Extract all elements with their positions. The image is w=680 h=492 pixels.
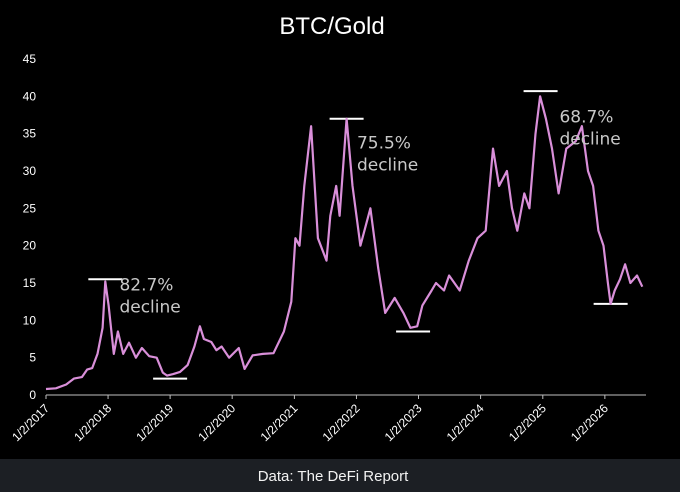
y-tick-label: 20 — [23, 239, 37, 253]
y-tick-label: 0 — [29, 388, 36, 402]
y-tick-label: 10 — [23, 313, 37, 327]
data-source-label: Data: The DeFi Report — [258, 468, 409, 485]
y-tick-label: 30 — [23, 164, 37, 178]
footer-bar — [0, 459, 680, 492]
series-line-btc-gold — [45, 95, 644, 391]
annotation-line: 82.7% — [119, 275, 173, 295]
y-tick-label: 35 — [23, 127, 37, 141]
chart-title: BTC/Gold — [279, 13, 384, 40]
y-tick-label: 45 — [23, 52, 37, 66]
y-tick-label: 5 — [29, 351, 36, 365]
annotation-line: decline — [119, 297, 180, 317]
annotation-line: 68.7% — [559, 107, 613, 127]
decline-annotation: 82.7% decline — [119, 275, 180, 317]
y-tick-label: 40 — [23, 89, 37, 103]
y-tick-label: 25 — [23, 201, 37, 215]
decline-annotation: 75.5% decline — [357, 134, 418, 176]
y-tick-label: 15 — [23, 276, 37, 290]
annotation-line: 75.5% — [357, 134, 411, 154]
decline-annotation: 68.7% decline — [559, 107, 620, 149]
y-axis-ticks: 0 5 10 15 20 25 30 35 40 45 — [23, 52, 37, 402]
annotation-line: decline — [357, 156, 418, 176]
annotation-line: decline — [559, 129, 620, 149]
